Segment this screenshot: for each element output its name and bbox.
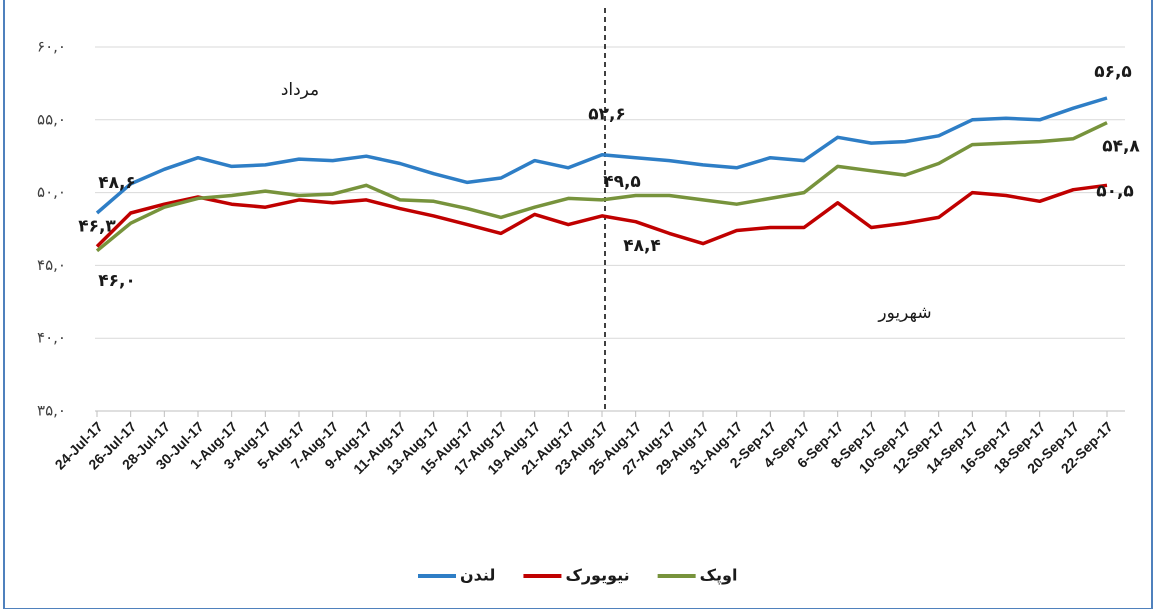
y-tick-label: ۴۵,۰: [37, 256, 66, 274]
annotation-box: [850, 292, 962, 337]
annotation: شهریور: [877, 303, 931, 323]
legend-label: لندن: [460, 566, 495, 585]
data-label: ۴۸,۴: [623, 236, 661, 256]
data-label: ۴۶,۰: [98, 271, 136, 291]
y-tick-label: ۶۰,۰: [37, 38, 66, 56]
data-label: ۵۰,۵: [1096, 181, 1134, 201]
y-tick-label: ۵۰,۰: [37, 183, 66, 201]
data-label: ۴۸,۶: [98, 173, 136, 193]
legend-label: نیویورک: [565, 566, 629, 585]
annotation: مرداد: [281, 80, 319, 100]
line-series: [95, 96, 1108, 215]
data-label: ۴۹,۵: [603, 172, 641, 192]
data-label: ۵۶,۵: [1094, 62, 1132, 82]
y-tick-label: ۳۵,۰: [37, 402, 66, 420]
y-tick-label: ۴۰,۰: [37, 329, 66, 347]
legend-label: اوپک: [700, 566, 738, 586]
frame: [3, 0, 1153, 609]
data-label: ۵۴,۸: [1102, 137, 1140, 157]
y-tick-label: ۵۵,۰: [37, 110, 66, 128]
legend: لندن نیویورک اوپک: [418, 566, 737, 586]
line-series: [95, 183, 1108, 248]
data-label: ۵۲,۶: [588, 105, 626, 125]
line-series: [95, 121, 1108, 253]
data-label: ۴۶,۳: [78, 216, 116, 236]
